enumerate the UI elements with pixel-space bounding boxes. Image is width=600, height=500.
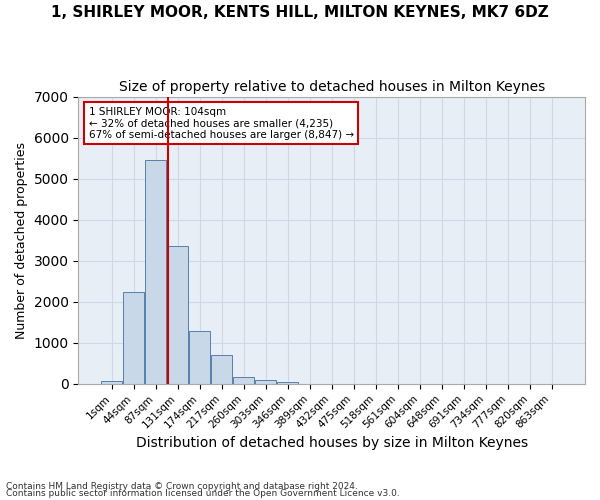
Text: Contains public sector information licensed under the Open Government Licence v3: Contains public sector information licen… (6, 490, 400, 498)
Bar (101, 382, 122, 384)
Text: Contains HM Land Registry data © Crown copyright and database right 2024.: Contains HM Land Registry data © Crown c… (6, 482, 358, 491)
Bar (277, 382, 298, 384)
X-axis label: Distribution of detached houses by size in Milton Keynes: Distribution of detached houses by size … (136, 436, 528, 450)
Text: 1, SHIRLEY MOOR, KENTS HILL, MILTON KEYNES, MK7 6DZ: 1, SHIRLEY MOOR, KENTS HILL, MILTON KEYN… (51, 5, 549, 20)
Bar (233, 376, 254, 384)
Y-axis label: Number of detached properties: Number of detached properties (15, 142, 28, 338)
Bar (256, 380, 276, 384)
Bar (190, 330, 210, 384)
Bar (211, 355, 232, 384)
Bar (124, 292, 144, 384)
Title: Size of property relative to detached houses in Milton Keynes: Size of property relative to detached ho… (119, 80, 545, 94)
Bar (145, 160, 166, 384)
Bar (167, 246, 188, 384)
Text: 1 SHIRLEY MOOR: 104sqm
← 32% of detached houses are smaller (4,235)
67% of semi-: 1 SHIRLEY MOOR: 104sqm ← 32% of detached… (89, 106, 353, 140)
